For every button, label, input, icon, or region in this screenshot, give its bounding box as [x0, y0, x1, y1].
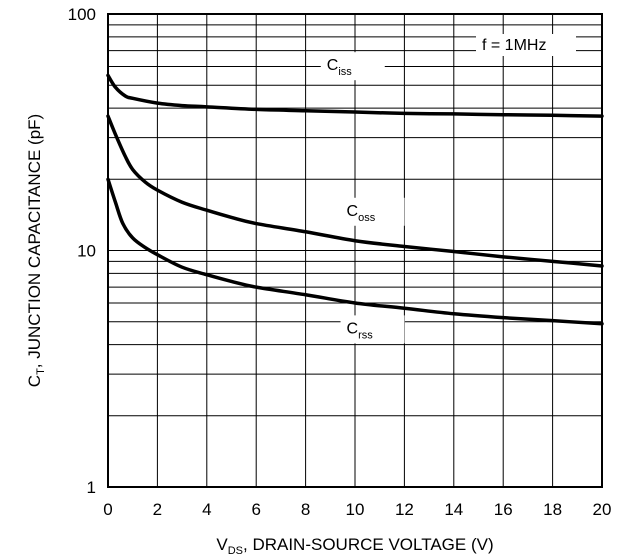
- x-tick-label: 4: [202, 500, 211, 519]
- x-axis-label: VDS, DRAIN-SOURCE VOLTAGE (V): [216, 535, 493, 557]
- x-tick-label: 10: [346, 500, 365, 519]
- x-tick-label: 8: [301, 500, 310, 519]
- x-tick-label: 6: [251, 500, 260, 519]
- series-line-oss: [106, 114, 604, 268]
- series-label-sub: iss: [338, 66, 352, 78]
- y-tick-label: 1: [87, 478, 96, 497]
- series-label-bg: [340, 315, 405, 344]
- y-axis-label-sub: T: [35, 368, 47, 375]
- series-label-sub: rss: [358, 329, 373, 341]
- x-tick-label: 18: [543, 500, 562, 519]
- series-label-iss: Ciss: [327, 57, 353, 78]
- series-line-rss: [106, 177, 604, 326]
- x-tick-label: 12: [395, 500, 414, 519]
- series-label-main: C: [327, 57, 339, 74]
- x-tick-label: 14: [444, 500, 463, 519]
- x-tick-label: 20: [593, 500, 612, 519]
- series-label-oss: Coss: [347, 203, 376, 224]
- y-axis-label-main: C: [25, 375, 44, 387]
- series-label-main: C: [347, 203, 359, 220]
- series-label-sub: oss: [358, 212, 376, 224]
- plot-frame: [107, 13, 603, 488]
- series-label-bg: [340, 197, 405, 226]
- tick-labels: 0 2 4 6 8 10 12 14 16 18 20 1 10 100: [68, 5, 612, 519]
- x-tick-label: 0: [103, 500, 112, 519]
- series-line-iss: [106, 73, 604, 118]
- frequency-annotation-bg: [476, 34, 576, 56]
- series-label-main: C: [347, 320, 359, 337]
- x-tick-label: 2: [153, 500, 162, 519]
- series-label-bg: [320, 52, 385, 81]
- y-tick-label: 10: [77, 242, 96, 261]
- series-label-rss: Crss: [347, 320, 374, 341]
- x-axis-label-rest: , DRAIN-SOURCE VOLTAGE (V): [243, 535, 494, 554]
- x-axis-label-main: V: [216, 535, 228, 554]
- frequency-annotation: f = 1MHz: [482, 37, 546, 54]
- y-axis-label: CT, JUNCTION CAPACITANCE (pF): [25, 114, 47, 387]
- y-tick-label: 100: [68, 5, 96, 24]
- x-tick-label: 16: [494, 500, 513, 519]
- y-axis-label-rest: , JUNCTION CAPACITANCE (pF): [25, 114, 44, 368]
- grid: [107, 13, 603, 488]
- curves: [106, 73, 604, 326]
- x-axis-label-sub: DS: [228, 545, 243, 557]
